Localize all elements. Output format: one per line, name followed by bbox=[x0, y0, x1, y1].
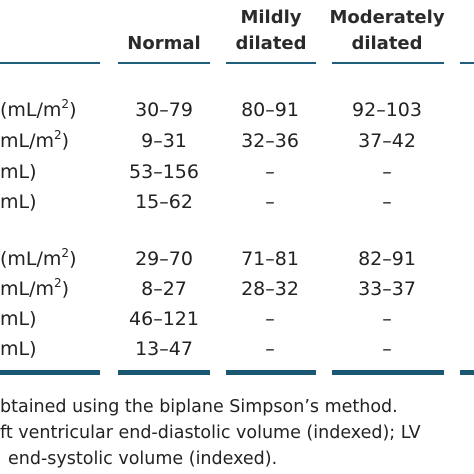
cell-normal: 15–62 bbox=[135, 191, 193, 213]
cell-moderate: – bbox=[382, 161, 392, 183]
cell-mild: 32–36 bbox=[241, 130, 299, 152]
cell-mild: – bbox=[265, 161, 275, 183]
row-label: mL) bbox=[0, 308, 37, 330]
cell-mild: – bbox=[265, 338, 275, 360]
row-label: mL) bbox=[0, 191, 37, 213]
header-rule-label bbox=[0, 62, 100, 64]
header-rule-next bbox=[460, 62, 474, 64]
cell-normal: 9–31 bbox=[141, 130, 187, 152]
cell-normal: 53–156 bbox=[129, 161, 199, 183]
row-label: mL/m2) bbox=[0, 276, 70, 300]
bottom-rule-normal bbox=[118, 370, 210, 375]
cell-moderate: – bbox=[382, 338, 392, 360]
header-rule-normal bbox=[118, 62, 210, 64]
cell-normal: 29–70 bbox=[135, 248, 193, 270]
header-mildly-dilated-line1: Mildly bbox=[240, 7, 302, 28]
cell-mild: – bbox=[265, 191, 275, 213]
footnote-3: end-systolic volume (indexed). bbox=[8, 449, 278, 469]
row-label: mL) bbox=[0, 161, 37, 183]
cell-normal: 8–27 bbox=[141, 278, 187, 300]
header-moderately-dilated-line2: dilated bbox=[351, 33, 423, 54]
header-rule-mild bbox=[226, 62, 316, 64]
row-label: mL) bbox=[0, 338, 37, 360]
cell-moderate: 82–91 bbox=[358, 248, 416, 270]
cell-moderate: – bbox=[382, 191, 392, 213]
cell-mild: 71–81 bbox=[241, 248, 299, 270]
bottom-rule-moderate bbox=[332, 370, 444, 375]
bottom-rule-next bbox=[460, 370, 474, 375]
bottom-rule-mild bbox=[226, 370, 316, 375]
header-normal: Normal bbox=[127, 33, 201, 54]
cell-normal: 30–79 bbox=[135, 99, 193, 121]
cell-moderate: – bbox=[382, 308, 392, 330]
row-label: (mL/m2) bbox=[0, 246, 77, 270]
cell-moderate: 37–42 bbox=[358, 130, 416, 152]
cell-mild: 28–32 bbox=[241, 278, 299, 300]
footnote-2: ft ventricular end-diastolic volume (ind… bbox=[0, 423, 421, 443]
header-moderately-dilated-line1: Moderately bbox=[329, 7, 445, 28]
cell-normal: 13–47 bbox=[135, 338, 193, 360]
header-rule-moderate bbox=[332, 62, 444, 64]
header-mildly-dilated-line2: dilated bbox=[235, 33, 307, 54]
cell-moderate: 92–103 bbox=[352, 99, 422, 121]
cell-normal: 46–121 bbox=[129, 308, 199, 330]
row-label: (mL/m2) bbox=[0, 97, 77, 121]
cell-mild: – bbox=[265, 308, 275, 330]
row-label: mL/m2) bbox=[0, 128, 70, 152]
cell-mild: 80–91 bbox=[241, 99, 299, 121]
footnote-1: btained using the biplane Simpson’s meth… bbox=[0, 397, 398, 417]
cell-moderate: 33–37 bbox=[358, 278, 416, 300]
bottom-rule-label bbox=[0, 370, 100, 375]
